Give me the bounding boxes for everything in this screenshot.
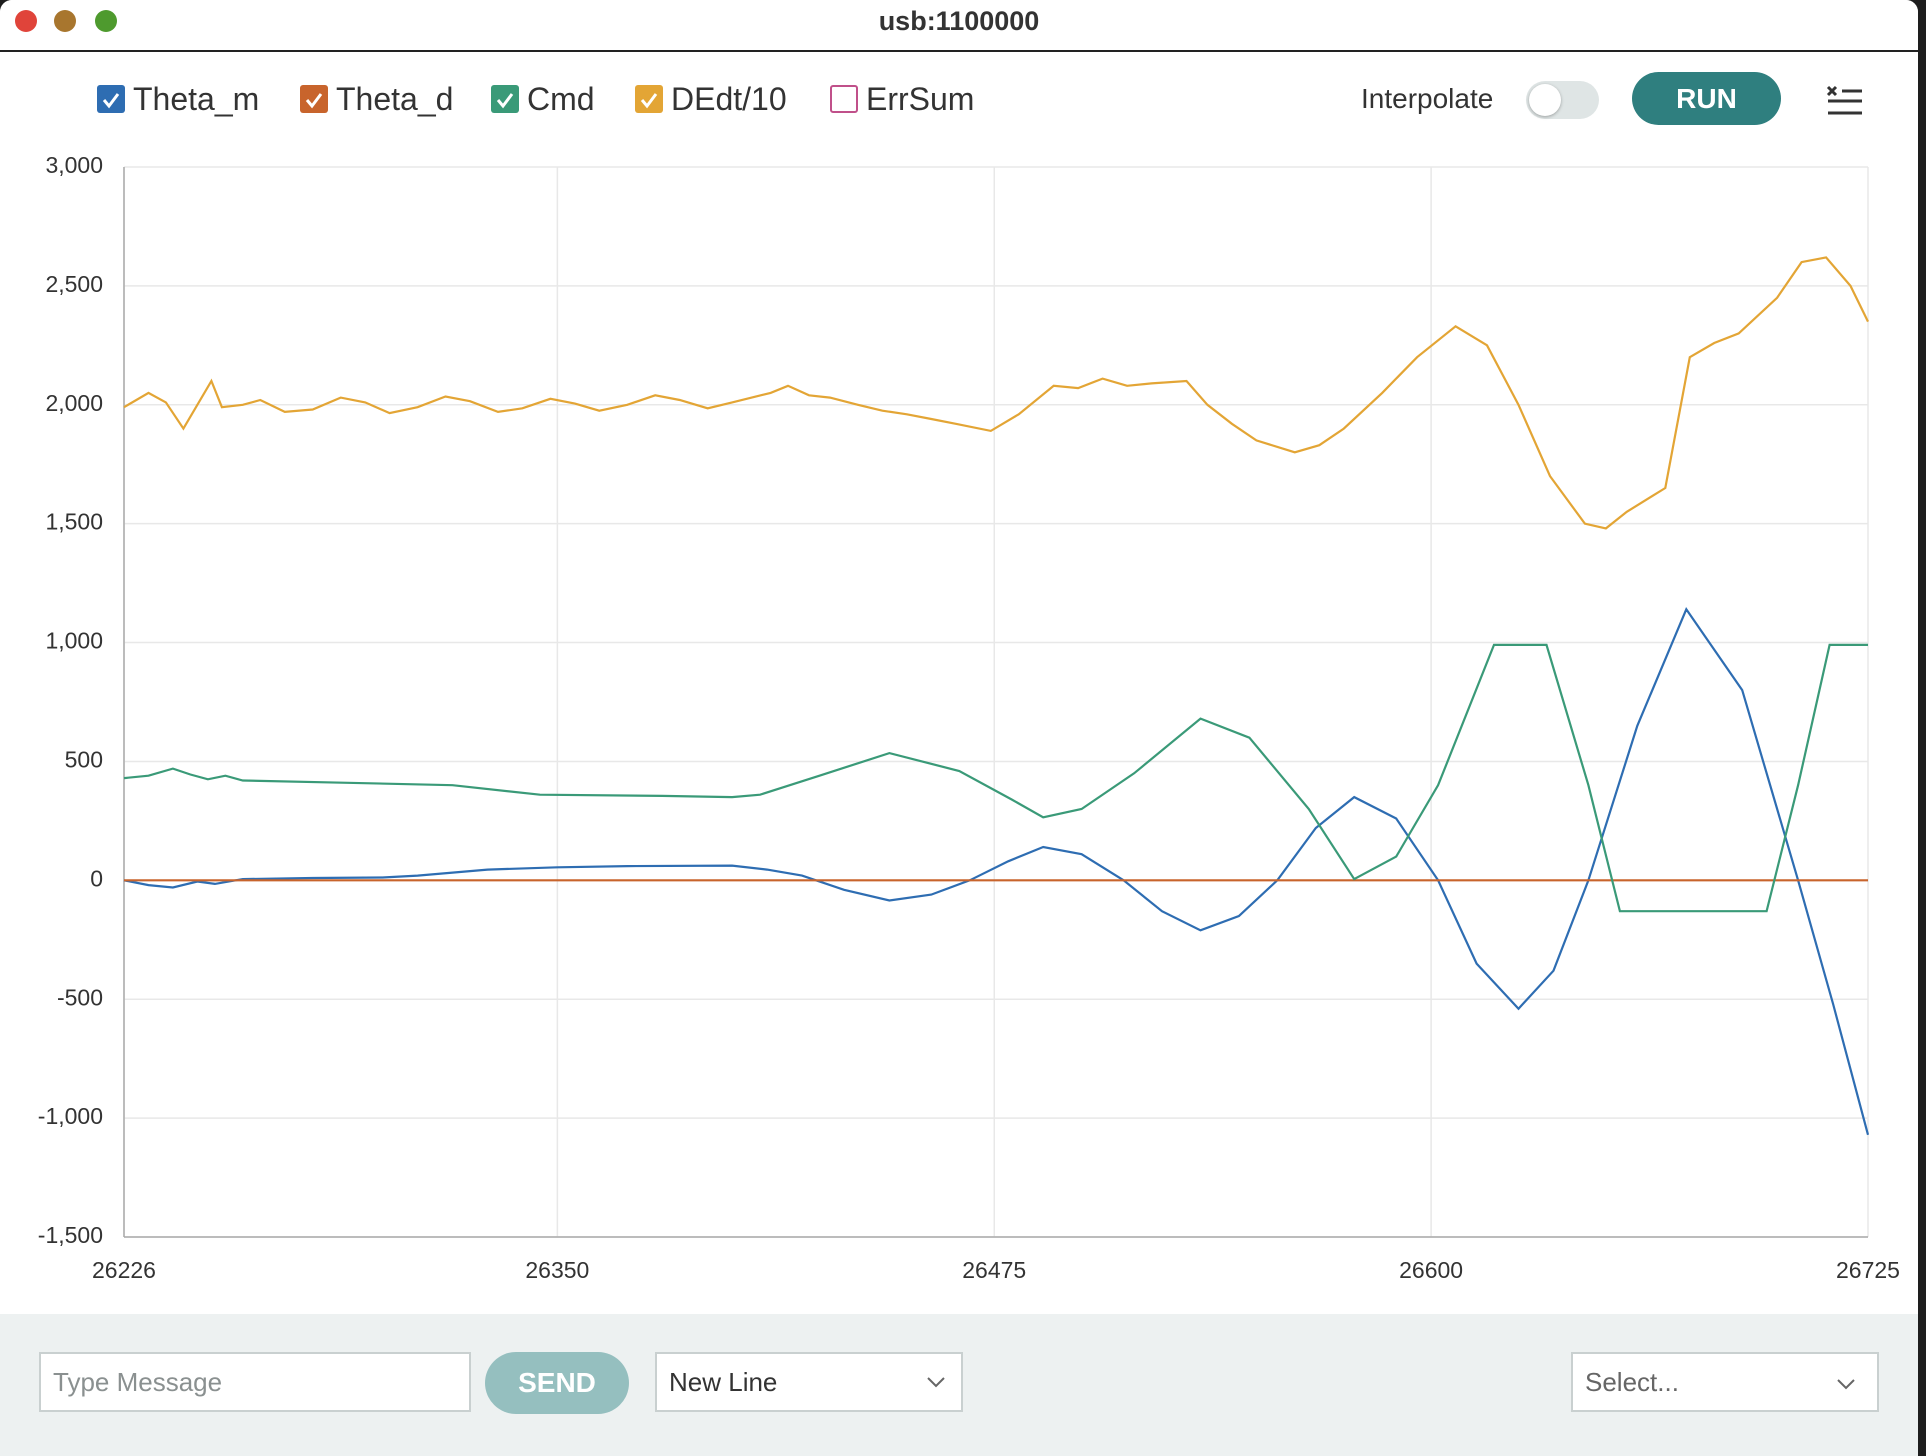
close-button[interactable] <box>15 10 37 32</box>
dropdown-arrow <box>1837 1379 1855 1390</box>
check-mark <box>496 93 514 109</box>
chart: -1,500 -1,000 -500 0 500 1,000 1,500 2,000 2,500… <box>38 152 1900 1283</box>
series-line <box>123 256 1869 530</box>
y-tick-label: 2,000 <box>45 390 103 416</box>
x-tick-label: 26475 <box>962 1257 1026 1283</box>
legend-checkbox[interactable] <box>300 85 328 113</box>
run-button[interactable]: RUN <box>1632 72 1781 125</box>
line-ending-select[interactable]: New Line <box>655 1352 963 1412</box>
legend-checkbox[interactable] <box>491 85 519 113</box>
legend-item[interactable]: Theta_m <box>97 80 260 117</box>
x-tick-label: 26725 <box>1836 1257 1900 1283</box>
y-tick-label: 3,000 <box>45 152 103 178</box>
dropdown-arrow <box>927 1377 945 1388</box>
window-title: usb:1100000 <box>878 6 1040 36</box>
baud-placeholder: Select... <box>1585 1367 1679 1397</box>
check-mark <box>102 93 120 109</box>
legend-label: ErrSum <box>866 80 975 117</box>
legend-item[interactable]: DEdt/10 <box>635 80 787 117</box>
baud-select[interactable]: Select... <box>1571 1352 1879 1412</box>
legend-label: Cmd <box>527 80 595 117</box>
legend-item[interactable]: ErrSum <box>830 80 975 117</box>
legend-label: Theta_m <box>133 80 260 117</box>
legend-item[interactable]: Cmd <box>491 80 595 117</box>
legend-item[interactable]: Theta_d <box>300 80 454 117</box>
line-ending-value: New Line <box>669 1367 778 1397</box>
series-line <box>123 607 1870 1136</box>
legend-checkbox[interactable] <box>830 85 858 113</box>
clear-icon[interactable] <box>1825 84 1865 116</box>
legend-label: DEdt/10 <box>671 80 787 117</box>
check-mark <box>305 93 323 109</box>
interpolate-label: Interpolate <box>1361 83 1494 114</box>
legend-checkbox[interactable] <box>97 85 125 113</box>
check-mark <box>640 93 658 109</box>
y-tick-label: 1,500 <box>45 509 103 535</box>
y-tick-label: 0 <box>90 865 103 891</box>
zoom-button[interactable] <box>95 10 117 32</box>
title-bar: usb:1100000 <box>0 0 1918 52</box>
y-tick-label: 2,500 <box>45 271 103 297</box>
series-line <box>123 643 1868 913</box>
y-tick-label: 500 <box>65 747 103 773</box>
legend-label: Theta_d <box>336 80 454 117</box>
x-tick-label: 26600 <box>1399 1257 1463 1283</box>
toggle-knob <box>1529 84 1561 116</box>
footer: Type Message SEND New Line Select... <box>0 1314 1918 1456</box>
message-input[interactable]: Type Message <box>39 1352 471 1412</box>
y-tick-label: -1,500 <box>38 1222 103 1248</box>
y-tick-label: -1,000 <box>38 1103 103 1129</box>
legend-checkbox[interactable] <box>635 85 663 113</box>
interpolate-toggle[interactable] <box>1526 81 1599 119</box>
send-button[interactable]: SEND <box>485 1352 629 1414</box>
x-tick-label: 26350 <box>525 1257 589 1283</box>
minimize-button[interactable] <box>54 10 76 32</box>
x-tick-label: 26226 <box>92 1257 156 1283</box>
y-tick-label: -500 <box>57 984 103 1010</box>
y-tick-label: 1,000 <box>45 628 103 654</box>
